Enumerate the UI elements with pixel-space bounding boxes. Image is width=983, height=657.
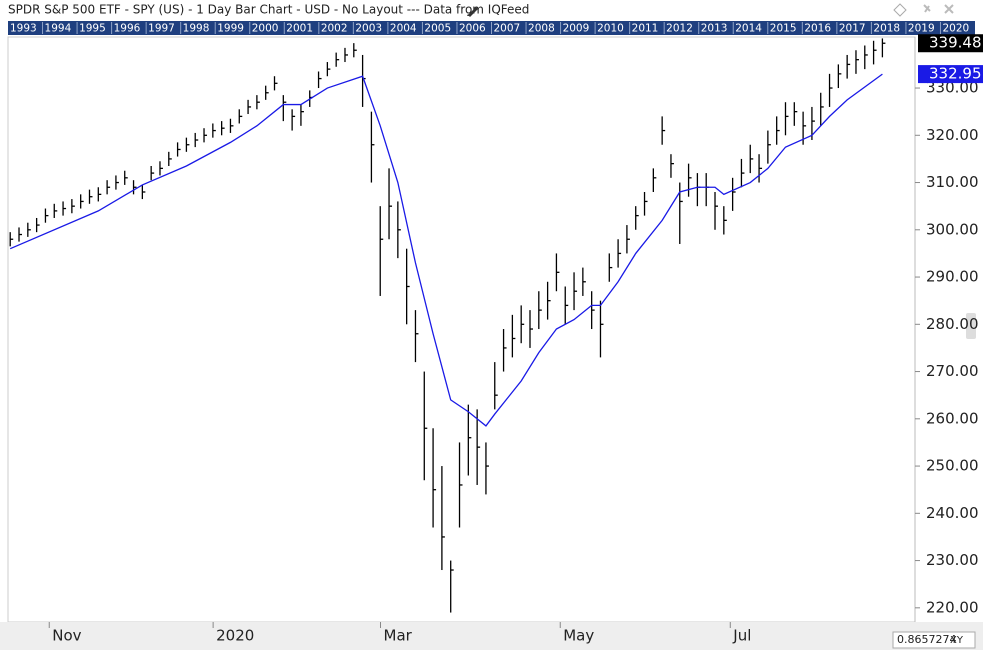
chart-title: SPDR S&P 500 ETF - SPY (US) - 1 Day Bar … (8, 3, 529, 17)
year-label: 1996 (114, 23, 141, 35)
year-label: 2005 (424, 23, 451, 35)
x-tick-label: May (563, 627, 594, 645)
year-label: 2006 (459, 23, 486, 35)
y-tick-label: 290.00 (926, 268, 979, 286)
year-label: 2009 (563, 23, 590, 35)
year-label: 1997 (148, 23, 175, 35)
pin-icon[interactable] (923, 4, 931, 13)
year-label: 1995 (79, 23, 106, 35)
y-tick-label: 310.00 (926, 173, 979, 191)
year-label: 1999 (217, 23, 244, 35)
y-tick-label: 240.00 (926, 504, 979, 522)
scroll-handle[interactable] (966, 313, 976, 339)
year-label: 2017 (839, 23, 866, 35)
year-label: 2001 (286, 23, 313, 35)
year-label: 2002 (321, 23, 348, 35)
x-axis-band (0, 622, 983, 650)
year-label: 2007 (494, 23, 521, 35)
year-label: 2019 (908, 23, 935, 35)
year-label: 2012 (666, 23, 693, 35)
x-tick-label: Jul (732, 627, 751, 645)
y-tick-label: 280.00 (926, 315, 979, 333)
x-tick-label: Mar (384, 627, 413, 645)
year-label: 2016 (804, 23, 831, 35)
y-tick-label: 250.00 (926, 457, 979, 475)
price-tag (918, 65, 983, 84)
moving-average (9, 73, 883, 427)
x-tick-label: Nov (52, 627, 81, 645)
plot-area (7, 36, 916, 623)
scale-mode[interactable]: XY (950, 635, 964, 646)
y-tick-label: 230.00 (926, 551, 979, 569)
close-icon[interactable] (944, 4, 954, 14)
y-tick-label: 260.00 (926, 409, 979, 427)
year-label: 2011 (632, 23, 659, 35)
price-tag (918, 34, 983, 53)
year-label: 2014 (735, 23, 762, 35)
y-tick-label: 220.00 (926, 598, 979, 616)
year-label: 1998 (183, 23, 210, 35)
year-label: 2003 (355, 23, 382, 35)
scale-text: 0.8657274 (897, 633, 957, 646)
year-label: 1994 (45, 23, 72, 35)
y-tick-label: 300.00 (926, 220, 979, 238)
price-tag-label: 332.95 (929, 65, 982, 83)
price-tag-label: 339.48 (929, 34, 982, 52)
year-label: 1993 (10, 23, 37, 35)
year-label: 2015 (770, 23, 797, 35)
x-tick-label: 2020 (216, 627, 254, 645)
scale-box (892, 631, 976, 649)
year-label: 2010 (597, 23, 624, 35)
y-tick-label: 320.00 (926, 126, 979, 144)
year-label: 2004 (390, 23, 417, 35)
y-tick-label: 270.00 (926, 362, 979, 380)
year-label: 2018 (873, 23, 900, 35)
year-label: 2008 (528, 23, 555, 35)
diamond-icon[interactable] (893, 3, 907, 17)
year-label: 2013 (701, 23, 728, 35)
year-label: 2020 (942, 23, 969, 35)
edit-icon[interactable] (467, 7, 478, 17)
year-label: 2000 (252, 23, 279, 35)
